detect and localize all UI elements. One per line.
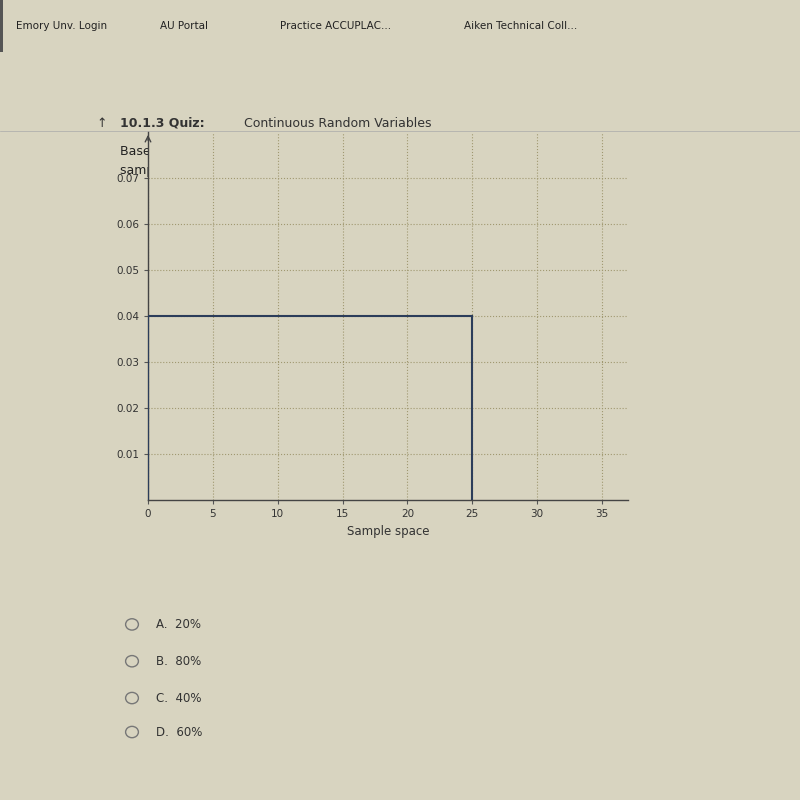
Text: D.  60%: D. 60% — [156, 726, 202, 738]
Text: Emory Unv. Login: Emory Unv. Login — [16, 21, 107, 31]
Text: Practice ACCUPLAC...: Practice ACCUPLAC... — [280, 21, 391, 31]
Text: Aiken Technical Coll...: Aiken Technical Coll... — [464, 21, 578, 31]
Text: B.  80%: B. 80% — [156, 654, 202, 668]
Text: Continuous Random Variables: Continuous Random Variables — [244, 117, 431, 130]
Text: A.  20%: A. 20% — [156, 618, 201, 631]
Text: AU Portal: AU Portal — [160, 21, 208, 31]
X-axis label: Sample space: Sample space — [346, 525, 430, 538]
Text: Based on the density graph below, what is the probability of a value in the
samp: Based on the density graph below, what i… — [120, 145, 588, 177]
Text: 10.1.3 Quiz:: 10.1.3 Quiz: — [120, 117, 205, 130]
Text: ↑: ↑ — [96, 117, 106, 130]
Text: C.  40%: C. 40% — [156, 691, 202, 705]
Bar — [0, 0, 3, 52]
